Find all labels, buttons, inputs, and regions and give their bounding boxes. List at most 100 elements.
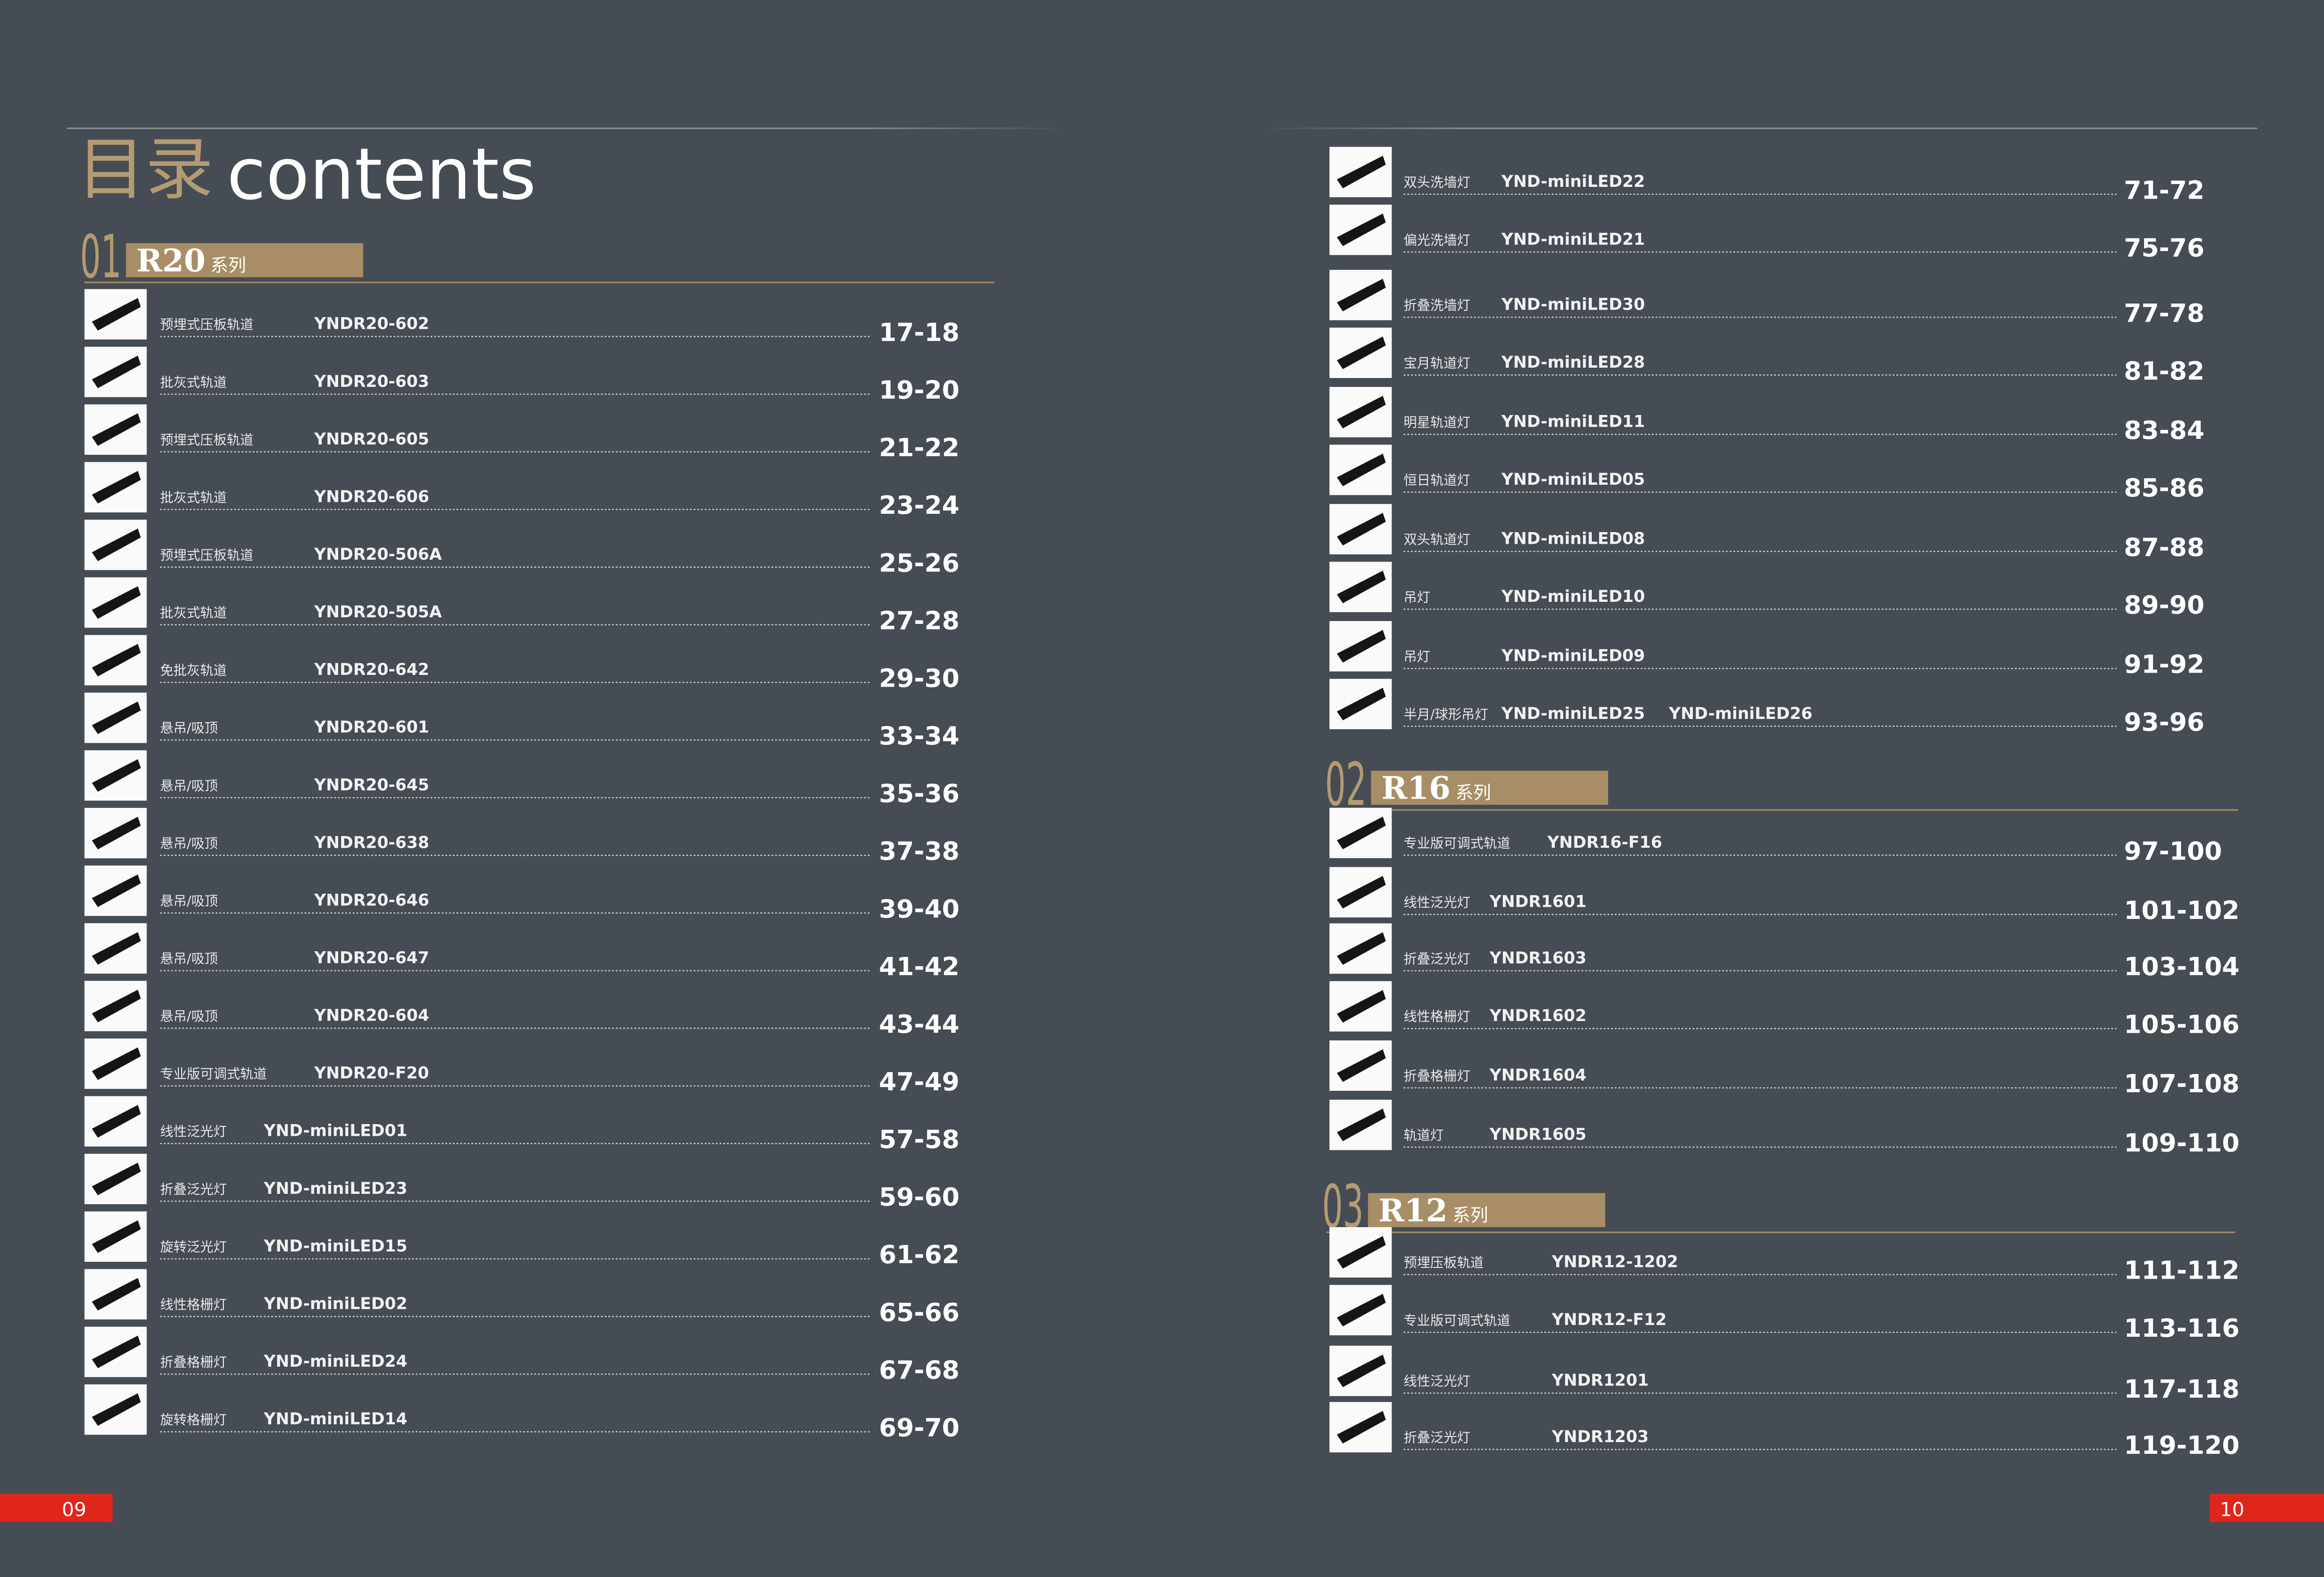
entry-pages: 111-112 — [2124, 1256, 2240, 1285]
toc-entry: 线性格栅灯 YND-miniLED02 65-66 — [84, 1269, 959, 1327]
toc-entry: 线性泛光灯 YND-miniLED01 57-58 — [84, 1096, 959, 1154]
entry-pages: 101-102 — [2124, 896, 2240, 925]
section-suffix: 系列 — [1453, 1205, 1488, 1225]
toc-entry: 折叠格栅灯 YND-miniLED24 67-68 — [84, 1326, 959, 1385]
thumbnail-product — [92, 471, 141, 504]
toc-entry: 双头洗墙灯 YND-miniLED22 71-72 — [1329, 147, 2205, 205]
page-tab — [2210, 1494, 2324, 1522]
entry-label: 双头洗墙灯 — [1403, 175, 1470, 190]
entry-model: YNDR20-638 — [314, 833, 430, 852]
entry-model: YNDR20-606 — [314, 488, 430, 506]
entry-label: 吊灯 — [1403, 590, 1430, 605]
entry-label: 线性泛光灯 — [160, 1124, 227, 1140]
thumbnail-product — [1336, 629, 1386, 663]
entry-model: YND-miniLED28 — [1501, 353, 1645, 372]
toc-entry: 双头轨道灯 YND-miniLED08 87-88 — [1329, 504, 2205, 562]
entry-pages: 87-88 — [2124, 533, 2205, 562]
section-band — [1368, 1193, 1605, 1228]
entry-model: YND-miniLED26 — [1669, 704, 1812, 723]
toc-entry: 悬吊/吸顶 YNDR20-638 37-38 — [84, 807, 959, 866]
toc-entry: 悬吊/吸顶 YNDR20-647 41-42 — [84, 923, 959, 981]
entry-model: YND-miniLED22 — [1501, 172, 1645, 191]
entry-model: YNDR16-F16 — [1547, 833, 1662, 852]
entry-label: 线性格栅灯 — [1403, 1009, 1470, 1024]
entry-label: 悬吊/吸顶 — [160, 720, 218, 736]
section-name: R20 — [136, 242, 206, 279]
toc-entry: 旋转泛光灯 YND-miniLED15 61-62 — [84, 1211, 959, 1269]
title-cn: 目录 — [77, 130, 214, 209]
entry-label: 悬吊/吸顶 — [160, 836, 218, 851]
entry-pages: 103-104 — [2124, 952, 2240, 981]
entry-model: YNDR1604 — [1489, 1066, 1587, 1085]
toc-entry: 专业版可调式轨道 YNDR12-F12 113-116 — [1329, 1285, 2240, 1343]
toc-entry: 悬吊/吸顶 YNDR20-601 33-34 — [84, 692, 959, 751]
entry-model: YNDR20-506A — [314, 545, 442, 564]
section-rule — [1326, 1231, 2235, 1233]
page-number: 10 — [2220, 1498, 2244, 1521]
top-rule — [1260, 127, 2257, 129]
entry-pages: 69-70 — [879, 1413, 959, 1442]
entry-model: YNDR20-647 — [314, 949, 430, 968]
entry-label: 悬吊/吸顶 — [160, 893, 218, 909]
toc-entry: 预埋式压板轨道 YNDR20-602 17-18 — [84, 289, 959, 347]
thumbnail-product — [92, 644, 141, 677]
toc-entry: 悬吊/吸顶 YNDR20-646 39-40 — [84, 866, 959, 924]
thumbnail-product — [92, 1278, 141, 1311]
entry-pages: 61-62 — [879, 1240, 959, 1269]
thumbnail-product — [92, 701, 141, 734]
section-rule — [84, 281, 995, 283]
section-rule — [1329, 809, 2238, 811]
toc-entry: 偏光洗墙灯 YND-miniLED21 75-76 — [1329, 204, 2205, 263]
entry-label: 悬吊/吸顶 — [160, 1009, 218, 1024]
section-band — [126, 243, 364, 277]
entry-label: 明星轨道灯 — [1403, 415, 1470, 430]
toc-entry: 折叠格栅灯 YNDR1604 107-108 — [1329, 1040, 2240, 1098]
thumbnail-product — [1336, 155, 1386, 189]
entry-model: YNDR1602 — [1489, 1007, 1587, 1025]
toc-entry: 批灰式轨道 YNDR20-505A 27-28 — [84, 577, 959, 635]
entry-model: YNDR20-605 — [314, 430, 430, 449]
entry-model: YND-miniLED21 — [1501, 230, 1645, 249]
thumbnail-product — [1336, 1411, 1386, 1444]
entry-label: 旋转格栅灯 — [160, 1412, 227, 1428]
toc-entry: 旋转格栅灯 YND-miniLED14 69-70 — [84, 1384, 959, 1442]
entry-label: 线性泛光灯 — [1403, 895, 1470, 911]
entry-label: 折叠泛光灯 — [160, 1182, 227, 1197]
entry-label: 宝月轨道灯 — [1403, 355, 1470, 371]
entry-model: YND-miniLED01 — [263, 1122, 407, 1140]
entry-pages: 77-78 — [2124, 298, 2205, 328]
toc-entry: 折叠洗墙灯 YND-miniLED30 77-78 — [1329, 270, 2205, 328]
toc-entry: 半月/球形吊灯 YND-miniLED25 YND-miniLED26 93-96 — [1329, 679, 2205, 737]
toc-entry: 悬吊/吸顶 YNDR20-604 43-44 — [84, 981, 959, 1039]
entry-label: 专业版可调式轨道 — [160, 1066, 267, 1082]
entry-pages: 27-28 — [879, 606, 959, 635]
entry-model: YNDR12-1202 — [1552, 1252, 1678, 1271]
section-name: R12 — [1378, 1192, 1448, 1229]
entry-label: 偏光洗墙灯 — [1403, 232, 1470, 248]
entry-pages: 85-86 — [2124, 473, 2205, 503]
entry-pages: 17-18 — [879, 318, 959, 347]
entry-model: YNDR1605 — [1489, 1125, 1587, 1144]
toc-entry: 明星轨道灯 YND-miniLED11 83-84 — [1329, 387, 2205, 445]
entry-model: YNDR20-601 — [314, 718, 430, 737]
entry-label: 预埋式压板轨道 — [160, 317, 253, 333]
thumbnail-product — [92, 1335, 141, 1369]
thumbnail-product — [92, 759, 141, 792]
thumbnail-product — [92, 816, 141, 850]
toc-entry: 线性格栅灯 YNDR1602 105-106 — [1329, 981, 2240, 1039]
entry-model: YNDR20-505A — [314, 603, 442, 622]
entry-model: YNDR12-F12 — [1552, 1310, 1667, 1329]
thumbnail-product — [92, 413, 141, 446]
page-tab — [0, 1494, 113, 1522]
thumbnail-product — [1336, 213, 1386, 246]
entry-pages: 93-96 — [2124, 707, 2205, 737]
entry-model: YNDR20-602 — [314, 315, 430, 333]
entry-model: YND-miniLED09 — [1501, 646, 1645, 665]
toc-entry: 折叠泛光灯 YND-miniLED23 59-60 — [84, 1154, 959, 1212]
entry-label: 预埋式压板轨道 — [160, 432, 253, 448]
thumbnail-product — [92, 990, 141, 1022]
thumbnail-product — [92, 874, 141, 907]
entry-model: YNDR20-642 — [314, 660, 430, 679]
toc-entry: 折叠泛光灯 YNDR1603 103-104 — [1329, 923, 2240, 981]
